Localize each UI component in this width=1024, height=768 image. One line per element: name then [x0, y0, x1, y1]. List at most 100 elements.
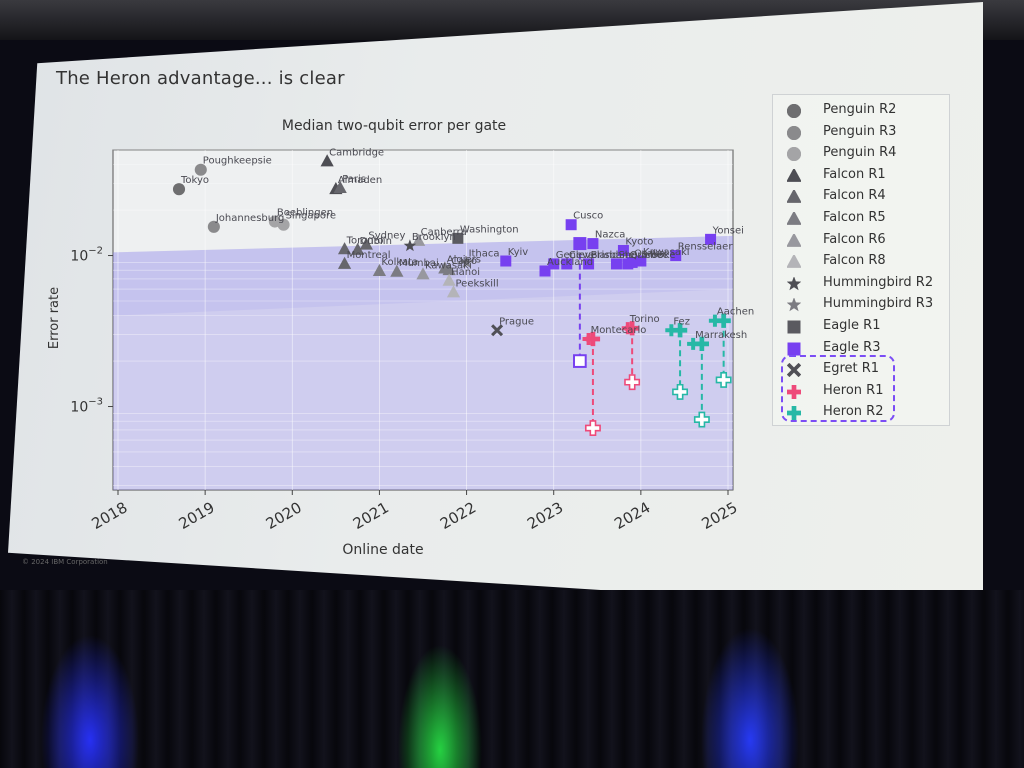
grid [113, 149, 733, 490]
legend-marker [787, 190, 801, 204]
legend-marker-shape [787, 104, 801, 118]
data-point [705, 233, 717, 245]
point-label: Yonsei [712, 225, 744, 236]
legend-marker-shape [787, 384, 801, 399]
y-axis-label: Error rate [47, 287, 62, 349]
legend-marker [787, 276, 801, 291]
legend-label: Falcon R5 [823, 210, 886, 225]
point-label: Paris [342, 174, 366, 185]
point-label: Poughkeepsie [203, 156, 272, 167]
legend-item: Penguin R3 [773, 123, 949, 143]
data-point [582, 332, 595, 346]
point-label: Mumbai [399, 258, 439, 269]
data-point [626, 256, 638, 268]
legend-label: Falcon R4 [823, 188, 886, 204]
point-label: Prague [499, 316, 534, 327]
legend-item: Falcon R8 [773, 252, 949, 272]
data-point [548, 258, 560, 270]
data-point [561, 258, 573, 270]
legend-marker [787, 212, 801, 225]
point-label: Almaden [338, 175, 382, 186]
y-ticks: 10−2 10−3 [70, 246, 113, 416]
x-tick-label: 2023 [524, 498, 566, 533]
data-point [333, 180, 347, 193]
copyright: © 2024 IBM Corporation [22, 558, 108, 566]
data-point [610, 258, 622, 270]
legend-marker-shape [787, 255, 801, 269]
legend-item: Falcon R1 [773, 166, 949, 186]
legend-marker [787, 125, 801, 140]
legend: Penguin R2 Penguin R3 Penguin R4 Falcon R1 F… [772, 94, 950, 426]
legend-label: Hummingbird R2 [823, 274, 934, 290]
point-label: Cleveland [569, 250, 619, 261]
legend-label: Penguin R4 [823, 145, 897, 161]
data-point [687, 337, 700, 350]
data-point [539, 265, 551, 277]
legend-label: Falcon R1 [823, 166, 886, 182]
data-point [442, 273, 456, 286]
data-point [491, 324, 504, 337]
legend-marker [787, 298, 801, 312]
data-point [277, 218, 290, 231]
pair-end-marker [573, 354, 587, 368]
point-label: Geneva [556, 250, 594, 261]
data-point [617, 244, 629, 256]
legend-label: Penguin R2 [823, 102, 897, 117]
legend-label: Heron R2 [823, 404, 884, 420]
point-label: Cairo [451, 256, 477, 267]
legend-label: Eagle R1 [823, 318, 881, 333]
data-points [172, 154, 721, 350]
legend-marker [787, 363, 801, 378]
point-label: Auckland [547, 257, 593, 268]
legend-marker-shape [787, 320, 801, 334]
pair-start-marker [573, 237, 587, 251]
point-label: Boeblingen [277, 208, 333, 219]
legend-label: Hummingbird R3 [823, 296, 934, 312]
data-point [442, 263, 456, 276]
point-label: Osaka [634, 248, 665, 259]
x-ticks: 2018 2019 2020 2021 2022 2023 2024 2025 [88, 490, 741, 533]
legend-marker [787, 320, 801, 334]
data-point [446, 285, 461, 298]
legend-item: Eagle R3 [773, 339, 949, 359]
legend-marker [787, 168, 801, 182]
chart-title: Median two-qubit error per gate [282, 118, 506, 134]
legend-marker-shape [787, 190, 801, 204]
point-label: Washington [460, 224, 519, 235]
point-label: Kyoto [625, 236, 653, 247]
point-label: Canberra [421, 227, 467, 238]
point-label: Tokyo [180, 175, 209, 186]
point-label: Fez [673, 316, 690, 327]
point-label: Toronto [346, 235, 384, 246]
legend-marker-shape [787, 212, 801, 225]
data-point [337, 256, 352, 269]
x-tick-label: 2025 [698, 498, 740, 533]
legend-marker-shape [787, 276, 801, 291]
x-tick-label: 2018 [88, 498, 130, 533]
data-point [403, 239, 417, 252]
x-tick-label: 2019 [176, 498, 218, 533]
legend-label: Egret R1 [823, 361, 880, 377]
point-label: Hanoi [451, 267, 480, 278]
data-point [670, 250, 682, 262]
legend-marker [787, 342, 801, 356]
legend-marker-shape [787, 168, 801, 182]
data-point [372, 263, 387, 276]
legend-marker [787, 147, 801, 162]
point-label: Kawasaki [643, 247, 690, 258]
legend-marker-shape [787, 147, 801, 162]
data-point [207, 220, 220, 233]
legend-marker [787, 384, 801, 399]
stage-curtain [0, 590, 1024, 768]
point-label: Sherbrooke [618, 250, 675, 261]
data-point [359, 237, 373, 250]
x-axis-label: Online date [342, 542, 423, 558]
data-point [587, 238, 599, 250]
point-label: Peekskill [456, 278, 499, 289]
data-point [708, 314, 721, 327]
y-tick-label: 10−3 [70, 397, 103, 416]
point-label: Kawasaki [425, 260, 472, 271]
legend-marker-shape [787, 298, 801, 312]
pair-end-marker [715, 371, 732, 388]
